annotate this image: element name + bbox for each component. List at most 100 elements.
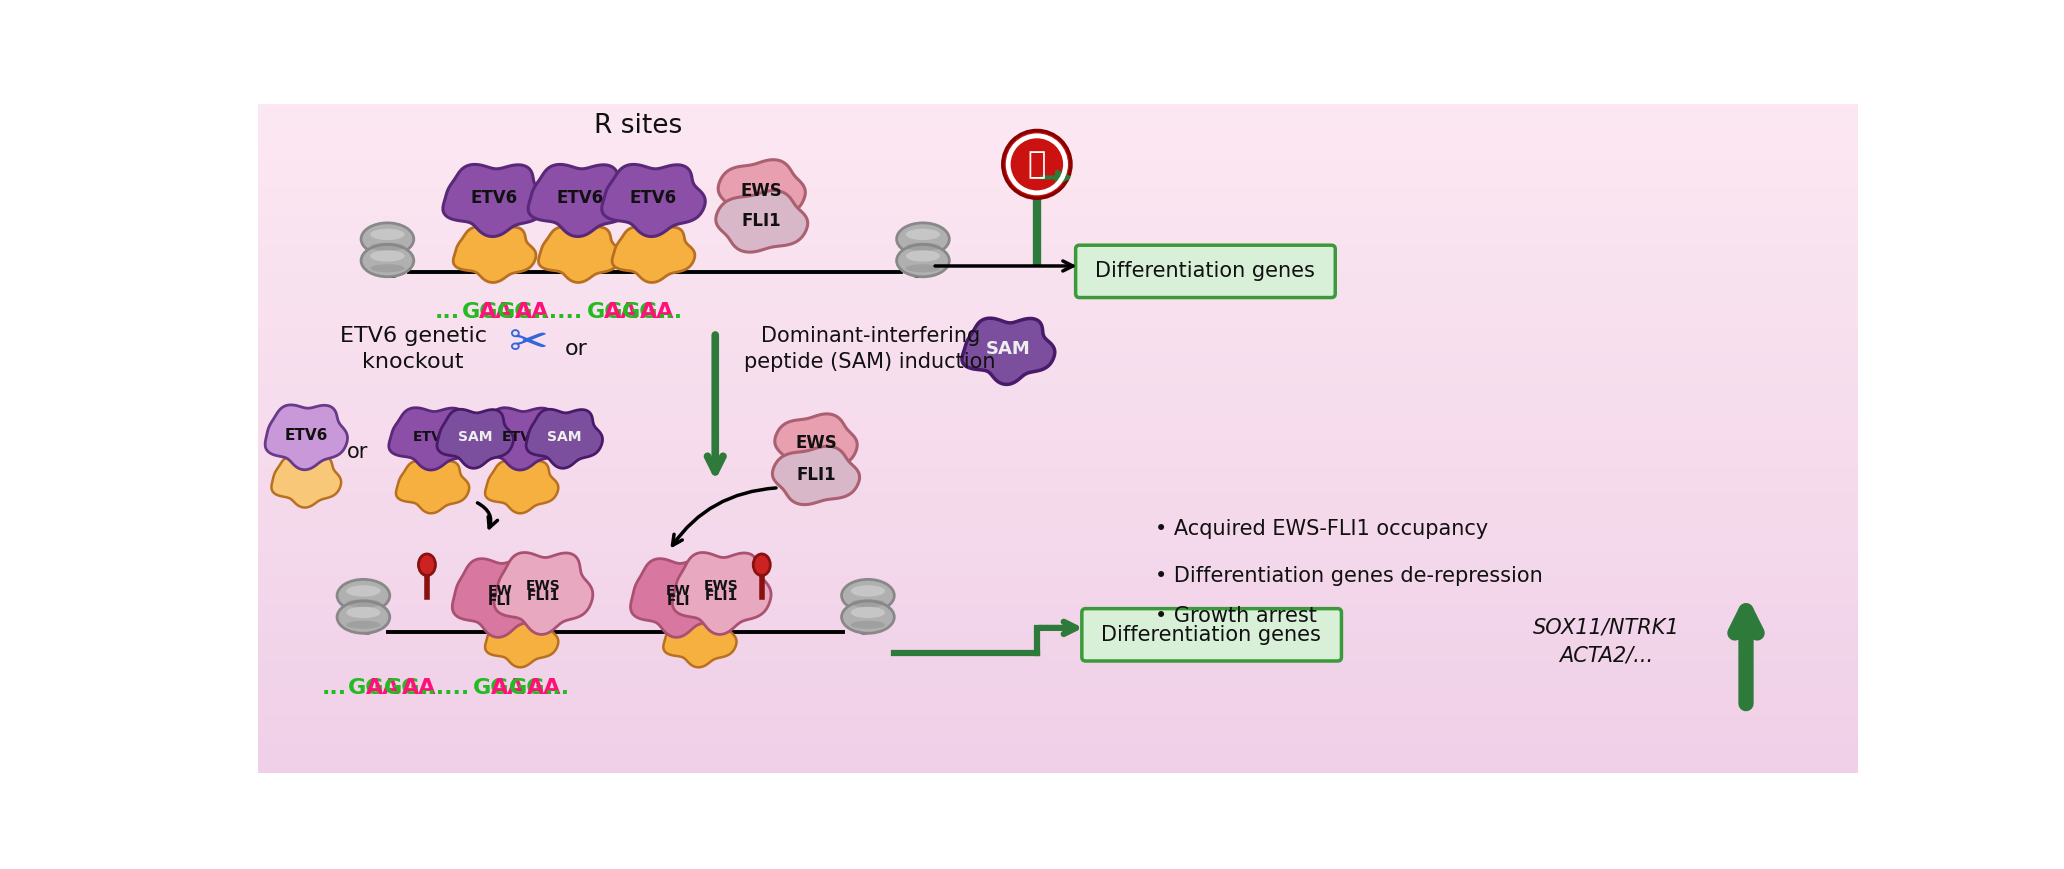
Text: FLI: FLI [487, 594, 512, 607]
Polygon shape [452, 559, 547, 637]
Ellipse shape [369, 229, 405, 240]
Text: Differentiation genes: Differentiation genes [1096, 262, 1315, 282]
Text: Differentiation genes: Differentiation genes [1102, 625, 1321, 645]
Text: AA: AA [491, 678, 526, 698]
Polygon shape [772, 446, 859, 505]
Ellipse shape [347, 600, 380, 607]
Ellipse shape [419, 554, 436, 575]
Text: ✂: ✂ [510, 322, 549, 367]
Ellipse shape [347, 620, 380, 629]
Ellipse shape [753, 554, 770, 575]
Text: ...: ... [545, 678, 570, 698]
Text: FLI1: FLI1 [526, 589, 559, 603]
Text: ...: ... [436, 302, 460, 322]
Text: • Acquired EWS-FLI1 occupancy: • Acquired EWS-FLI1 occupancy [1156, 520, 1488, 540]
Text: ETV6: ETV6 [471, 189, 518, 207]
Text: GG: GG [384, 678, 421, 698]
Text: AA: AA [402, 678, 436, 698]
Text: ETV6: ETV6 [630, 189, 677, 207]
Text: • Differentiation genes de-repression: • Differentiation genes de-repression [1156, 566, 1544, 586]
Polygon shape [485, 615, 557, 667]
Polygon shape [673, 553, 772, 634]
Text: SAM: SAM [458, 430, 491, 444]
Polygon shape [479, 408, 566, 470]
Text: ...: ... [322, 678, 347, 698]
Polygon shape [962, 318, 1055, 384]
Ellipse shape [850, 607, 885, 618]
Text: ......: ...... [419, 678, 471, 698]
Ellipse shape [369, 250, 405, 262]
Polygon shape [526, 409, 603, 468]
Text: ETV6: ETV6 [555, 189, 603, 207]
Text: GG: GG [621, 302, 658, 322]
Text: SOX11/NTRK1
ACTA2/...: SOX11/NTRK1 ACTA2/... [1534, 618, 1680, 666]
Text: GG: GG [510, 678, 545, 698]
Polygon shape [454, 227, 537, 282]
Polygon shape [716, 190, 807, 252]
Text: AA: AA [605, 302, 640, 322]
Text: ETV6: ETV6 [285, 428, 328, 443]
Text: FLI1: FLI1 [741, 212, 782, 230]
Ellipse shape [906, 250, 939, 262]
Text: FLI1: FLI1 [797, 467, 836, 484]
Text: AA: AA [479, 302, 514, 322]
Polygon shape [438, 409, 514, 468]
Ellipse shape [850, 600, 885, 607]
Ellipse shape [906, 229, 939, 240]
Text: EW: EW [667, 584, 691, 598]
Text: AA: AA [516, 302, 549, 322]
Ellipse shape [369, 264, 405, 272]
Polygon shape [485, 461, 557, 514]
Text: AA: AA [640, 302, 675, 322]
Circle shape [1003, 130, 1071, 198]
Polygon shape [264, 405, 347, 470]
Text: FLI1: FLI1 [704, 589, 739, 603]
Text: ETV6 genetic
knockout: ETV6 genetic knockout [338, 326, 487, 372]
Text: EWS: EWS [795, 434, 836, 452]
Polygon shape [493, 553, 592, 634]
Ellipse shape [361, 222, 413, 255]
Ellipse shape [361, 244, 413, 276]
Polygon shape [272, 455, 341, 507]
Text: Dominant-interfering
peptide (SAM) induction: Dominant-interfering peptide (SAM) induc… [745, 326, 997, 372]
Polygon shape [603, 164, 706, 236]
Text: FLI: FLI [667, 594, 689, 607]
Text: • Growth arrest: • Growth arrest [1156, 607, 1317, 627]
Text: GG: GG [349, 678, 384, 698]
Text: EWS: EWS [704, 579, 739, 593]
Text: R sites: R sites [594, 113, 681, 139]
Polygon shape [663, 615, 737, 667]
Text: ......: ...... [533, 302, 584, 322]
Ellipse shape [896, 222, 949, 255]
Text: GG: GG [497, 302, 535, 322]
FancyBboxPatch shape [1075, 245, 1335, 297]
Ellipse shape [336, 601, 390, 634]
Ellipse shape [336, 580, 390, 612]
Ellipse shape [842, 580, 894, 612]
Text: SAM: SAM [547, 430, 582, 444]
Text: ✋: ✋ [1028, 149, 1046, 179]
FancyBboxPatch shape [1082, 608, 1342, 661]
Ellipse shape [347, 607, 380, 618]
Text: AA: AA [526, 678, 561, 698]
Ellipse shape [347, 585, 380, 597]
Text: or: or [563, 339, 586, 359]
Text: EWS: EWS [741, 182, 782, 200]
Text: SAM: SAM [987, 340, 1030, 358]
Polygon shape [613, 227, 696, 282]
Text: EW: EW [487, 584, 512, 598]
Text: GG: GG [462, 302, 497, 322]
Ellipse shape [906, 242, 939, 251]
Polygon shape [528, 164, 632, 236]
Polygon shape [630, 559, 727, 637]
Ellipse shape [850, 585, 885, 597]
Ellipse shape [369, 242, 405, 251]
Text: or: or [347, 442, 367, 462]
Text: GG: GG [586, 302, 623, 322]
Text: ...: ... [658, 302, 683, 322]
Polygon shape [396, 461, 469, 514]
Text: EWS: EWS [526, 579, 561, 593]
Ellipse shape [842, 601, 894, 634]
Text: GG: GG [473, 678, 510, 698]
Ellipse shape [906, 264, 939, 272]
